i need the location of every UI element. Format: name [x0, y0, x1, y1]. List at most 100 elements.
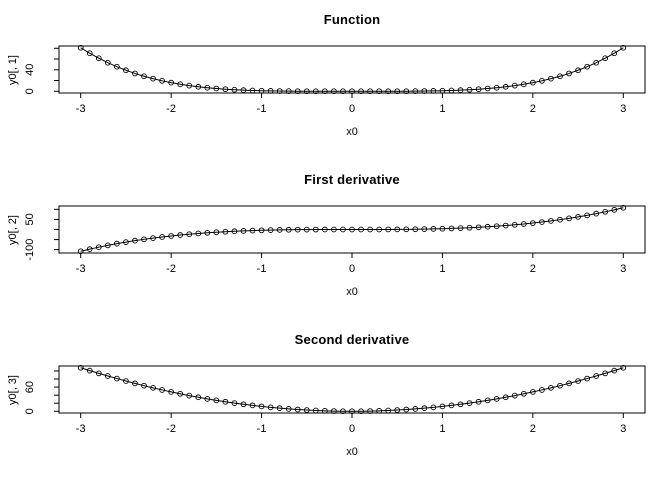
series-line [80, 367, 624, 412]
data-point-marker [240, 401, 247, 408]
data-point-marker [412, 406, 419, 412]
data-point-marker [331, 88, 337, 95]
x-axis-tick-label: -2 [166, 423, 176, 435]
data-point-marker [584, 63, 590, 70]
data-point-marker [141, 73, 147, 80]
data-point-marker [493, 223, 500, 230]
data-point-marker [168, 79, 174, 86]
x-axis-tick-label: 1 [439, 423, 445, 435]
data-point-marker [475, 398, 482, 405]
data-point-marker [285, 88, 292, 94]
plot-box [58, 365, 646, 414]
y-axis-tick-label: 60 [24, 381, 36, 393]
plot-canvas-first-derivative: -3 -2 -1 0 1 2 3 -100 50 [24, 204, 646, 275]
data-point-marker [520, 81, 527, 88]
data-point-marker [611, 206, 618, 213]
data-point-marker [340, 88, 346, 95]
data-point-marker [620, 204, 627, 211]
data-point-marker [466, 224, 473, 231]
data-point-marker [340, 408, 346, 415]
data-point-marker [439, 403, 446, 410]
data-point-marker [620, 44, 627, 51]
data-point-marker [530, 79, 536, 86]
x-axis-tick-label: -2 [166, 263, 176, 275]
data-point-marker [159, 387, 165, 393]
data-point-marker [114, 63, 120, 70]
data-point-marker [186, 82, 193, 89]
data-point-marker [548, 75, 554, 82]
data-point-marker [602, 208, 609, 215]
x-axis-tick-label: 2 [530, 423, 536, 435]
y-axis-tick-label: 40 [24, 64, 36, 76]
x-axis-tick-label: -1 [257, 423, 267, 435]
data-point-marker [530, 389, 536, 395]
data-point-marker [312, 88, 319, 95]
data-point-marker [611, 367, 618, 374]
data-point-marker [141, 236, 147, 243]
data-point-marker [141, 382, 147, 389]
data-point-marker [213, 229, 220, 236]
x-axis-tick-label: 0 [349, 103, 355, 115]
data-point-marker [168, 233, 174, 239]
data-point-marker [285, 406, 292, 412]
data-point-marker [114, 375, 120, 382]
data-point-marker [475, 86, 482, 93]
x-axis-tick-label: -3 [76, 103, 86, 115]
data-point-marker [394, 407, 401, 413]
data-point-marker [86, 367, 93, 374]
data-point-marker [593, 210, 600, 217]
data-point-marker [123, 67, 129, 74]
data-point-marker [385, 226, 392, 233]
data-point-marker [548, 218, 554, 224]
data-point-marker [294, 406, 301, 413]
data-point-marker [195, 394, 202, 401]
plot-canvas-function: -3 -2 -1 0 1 2 3 0 40 [24, 44, 646, 115]
data-point-marker [104, 242, 111, 249]
data-point-marker [204, 84, 211, 91]
panel-title-function: Function [323, 12, 381, 27]
data-point-marker [222, 86, 229, 93]
y-axis-tick-label: -100 [24, 239, 36, 261]
data-point-marker [132, 70, 138, 77]
data-point-marker [358, 226, 364, 233]
y-axis-tick-label: 0 [24, 408, 36, 414]
data-point-marker [539, 387, 545, 393]
data-point-marker [367, 226, 373, 233]
data-point-marker [231, 86, 238, 93]
data-point-marker [376, 226, 382, 233]
data-point-marker [177, 390, 184, 397]
x-axis-tick-label: -1 [257, 263, 267, 275]
data-point-marker [213, 397, 220, 404]
data-point-marker [258, 403, 265, 410]
data-point-marker [539, 219, 545, 225]
data-point-marker [285, 226, 292, 233]
data-point-marker [584, 375, 590, 382]
data-point-marker [303, 226, 310, 233]
data-point-marker [312, 226, 319, 233]
data-point-marker [566, 380, 572, 387]
data-point-marker [267, 404, 274, 411]
data-point-marker [358, 408, 364, 415]
data-point-marker [484, 223, 491, 230]
data-point-marker [222, 398, 229, 405]
data-point-marker [77, 44, 84, 51]
data-point-marker [466, 86, 473, 93]
x-axis-title-function: x0 [346, 126, 358, 138]
data-point-marker [294, 88, 301, 95]
data-point-marker [104, 59, 111, 66]
series-line [80, 207, 624, 252]
x-axis-tick-label: 1 [439, 103, 445, 115]
x-axis-tick-label: 3 [620, 263, 626, 275]
data-point-marker [195, 83, 202, 90]
data-point-marker [240, 228, 247, 234]
x-axis-tick-label: -3 [76, 423, 86, 435]
x-axis-tick-label: 3 [620, 423, 626, 435]
data-point-marker [602, 370, 609, 377]
panel-first-derivative: First derivative y0[, 2] -3 -2 -1 0 1 2 3 -100 5… [0, 160, 672, 320]
data-point-marker [376, 88, 382, 95]
data-point-marker [602, 55, 609, 62]
data-point-marker [132, 237, 138, 244]
data-point-marker [575, 214, 581, 220]
x-axis-title-second-derivative: x0 [346, 446, 358, 458]
